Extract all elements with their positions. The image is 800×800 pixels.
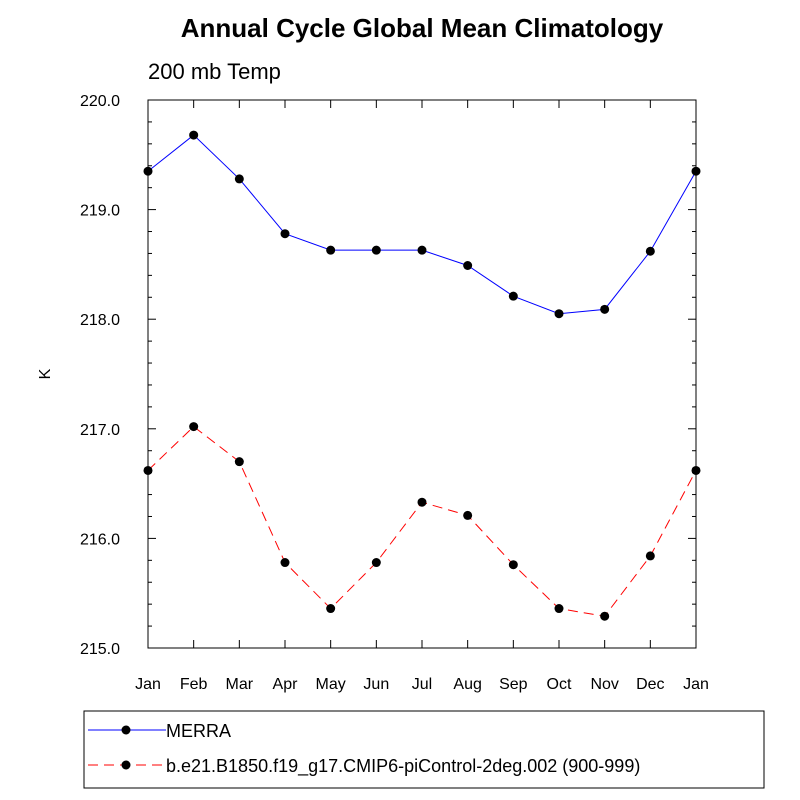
series-1-point [508, 560, 518, 570]
series-line-1 [147, 425, 697, 617]
series-0-point [554, 309, 564, 319]
y-tick-label: 216.0 [80, 531, 120, 548]
series-0-point [417, 245, 427, 255]
axis-tick-labels: Jan Feb Mar Apr May Jun Jul Aug Sep Oct Nov Dec Jan 2… [80, 93, 709, 693]
series-1-point [371, 558, 381, 568]
series-0-point [508, 291, 518, 301]
legend-label-merra: MERRA [166, 721, 231, 741]
series-0-point [371, 245, 381, 255]
y-tick-label: 215.0 [80, 641, 120, 658]
series-0-point [645, 246, 655, 256]
series-1-point [189, 422, 199, 432]
x-tick-label: Jan [135, 676, 161, 693]
x-tick-label: Dec [636, 676, 664, 693]
y-tick-label: 217.0 [80, 422, 120, 439]
series-1-point [143, 465, 153, 475]
series-line-0 [147, 134, 697, 315]
x-tick-label: Nov [590, 676, 618, 693]
series-1-point [645, 551, 655, 561]
series-0-point [326, 245, 336, 255]
x-tick-label: Feb [180, 676, 208, 693]
plot-frame [147, 99, 697, 649]
y-axis-label: K [37, 368, 54, 379]
x-tick-label: Aug [453, 676, 481, 693]
legend: MERRA b.e21.B1850.f19_g17.CMIP6-piContro… [83, 710, 765, 789]
axis-ticks [147, 99, 697, 649]
series-0-point [280, 229, 290, 239]
series-0-point [234, 174, 244, 184]
series-1-point [417, 497, 427, 507]
x-tick-label: Sep [499, 676, 528, 693]
series-1-point [326, 604, 336, 614]
series-0-point [189, 130, 199, 140]
series-1-point [600, 611, 610, 621]
chart-subtitle: 200 mb Temp [148, 59, 281, 84]
y-tick-label: 220.0 [80, 93, 120, 110]
chart-title: Annual Cycle Global Mean Climatology [181, 13, 664, 43]
series-0-point [143, 166, 153, 176]
series-1-point [463, 510, 473, 520]
y-tick-label: 218.0 [80, 312, 120, 329]
series-1-point [554, 604, 564, 614]
legend-box [83, 710, 765, 789]
series-0-point [463, 260, 473, 270]
legend-marker-model [121, 760, 131, 770]
series-group [143, 130, 701, 621]
series-0-point [691, 166, 701, 176]
x-tick-label: Jun [363, 676, 389, 693]
x-tick-label: Apr [273, 676, 299, 693]
series-1-point [691, 465, 701, 475]
series-1-point [234, 457, 244, 467]
y-tick-label: 219.0 [80, 203, 120, 220]
legend-label-model: b.e21.B1850.f19_g17.CMIP6-piControl-2deg… [166, 756, 640, 777]
x-tick-label: Oct [547, 676, 572, 693]
legend-marker-merra [121, 725, 131, 735]
x-tick-label: Jan [683, 676, 709, 693]
x-tick-label: Jul [412, 676, 432, 693]
x-tick-label: May [316, 676, 346, 693]
x-tick-label: Mar [226, 676, 254, 693]
series-1-point [280, 558, 290, 568]
series-0-point [600, 304, 610, 314]
